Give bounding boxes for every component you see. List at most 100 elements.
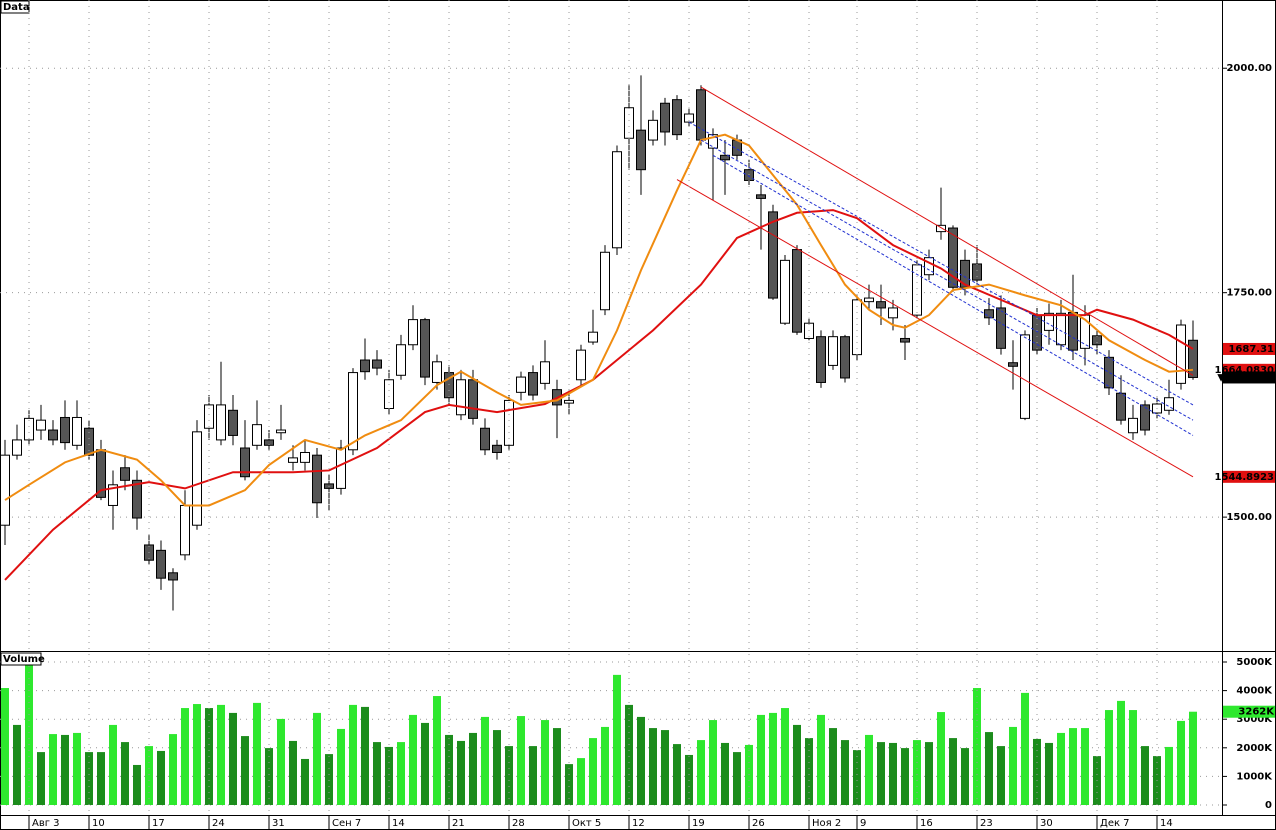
volume-bar [577,758,585,805]
volume-bar [709,720,717,805]
volume-bar [289,740,297,805]
y-tick-label: 1500.00 [1226,512,1272,523]
candle-body [708,134,718,149]
candle-body [348,372,358,451]
volume-bar [409,714,417,805]
x-tick-label: Сен 7 [332,818,361,829]
x-tick-label: 10 [92,818,105,829]
candle-body [192,431,202,526]
x-tick-label: 9 [860,818,866,829]
volume-bar [781,708,789,805]
price-tag-label: ▼ 1655.56 [1217,372,1274,383]
volume-bar [1105,710,1113,805]
x-tick-label: 24 [212,818,225,829]
x-tick-label: 23 [980,818,993,829]
candle-body [564,399,574,404]
volume-bar [49,734,57,805]
candle-body [948,227,958,288]
candle-body [840,336,850,379]
candle-body [588,331,598,343]
volume-bar [505,746,513,805]
indicator-line [700,86,1194,376]
x-tick-label: 17 [152,818,165,829]
candle-body [228,409,238,436]
indicator-line [688,121,1194,406]
candle-body [1128,417,1138,434]
candle-body [120,467,130,481]
candle-body [300,451,310,463]
candle-body [1020,334,1030,419]
volume-bar [841,740,849,805]
candle-body [1164,397,1174,411]
candle-body [876,301,886,309]
candle-body [240,447,250,478]
volume-bar [265,748,273,805]
candle-body [312,454,322,504]
volume-bar [1165,746,1173,805]
x-tick-label: 21 [452,818,465,829]
volume-bar [433,696,441,805]
candle-body [252,424,262,446]
volume-bar [385,746,393,805]
volume-bar [961,748,969,805]
candle-body [420,319,430,378]
volume-bar [421,722,429,805]
volume-bar [973,688,981,805]
x-tick-label: 19 [692,818,705,829]
candle-body [660,102,670,133]
candle-body [456,379,466,416]
indicator-line [700,139,1194,421]
panel-label: Data [3,2,30,13]
volume-bar [529,746,537,805]
candle-body [1056,312,1066,346]
price-tag [1223,470,1275,483]
x-tick-label: 26 [752,818,765,829]
candle-body [480,427,490,451]
volume-bar [985,732,993,805]
price-tag-label: 1544.8923 [1215,472,1275,483]
volume-bar [133,764,141,805]
candle-body [576,349,586,381]
volume-bar [817,714,825,805]
x-tick-label: Ноя 2 [812,818,841,829]
volume-bar [1057,732,1065,805]
volume-bar [829,728,837,805]
candle-body [1008,362,1018,367]
candle-body [1188,339,1198,378]
candle-body [336,447,346,489]
volume-bar [457,740,465,805]
candle-body [516,376,526,393]
volume-bar [1177,720,1185,805]
volume-bar [313,712,321,805]
volume-bar [73,732,81,805]
volume-bar [1189,711,1197,805]
volume-bar [1009,726,1017,805]
volume-bar [769,712,777,805]
candle-body [156,549,166,579]
candle-body [888,307,898,319]
volume-bar [325,754,333,805]
candle-body [396,344,406,376]
candle-body [828,336,838,366]
indicator-line [4,209,1194,581]
volume-bar [301,758,309,805]
candle-body [624,107,634,139]
volume-bar [169,734,177,805]
volume-bar [721,742,729,805]
volume-bar [925,742,933,805]
candle-body [972,263,982,281]
y-tick-label: 0 [1265,800,1272,811]
price-tag [1223,371,1275,384]
indicator-line [4,133,1194,507]
candle-body [600,251,610,311]
volume-bar [565,764,573,805]
volume-bar [193,704,201,805]
volume-bar [697,740,705,805]
indicator-line [712,154,1194,436]
volume-bar [337,728,345,805]
volume-bar [685,754,693,805]
volume-bar [625,704,633,805]
volume-bar [601,726,609,805]
candle-body [372,359,382,369]
